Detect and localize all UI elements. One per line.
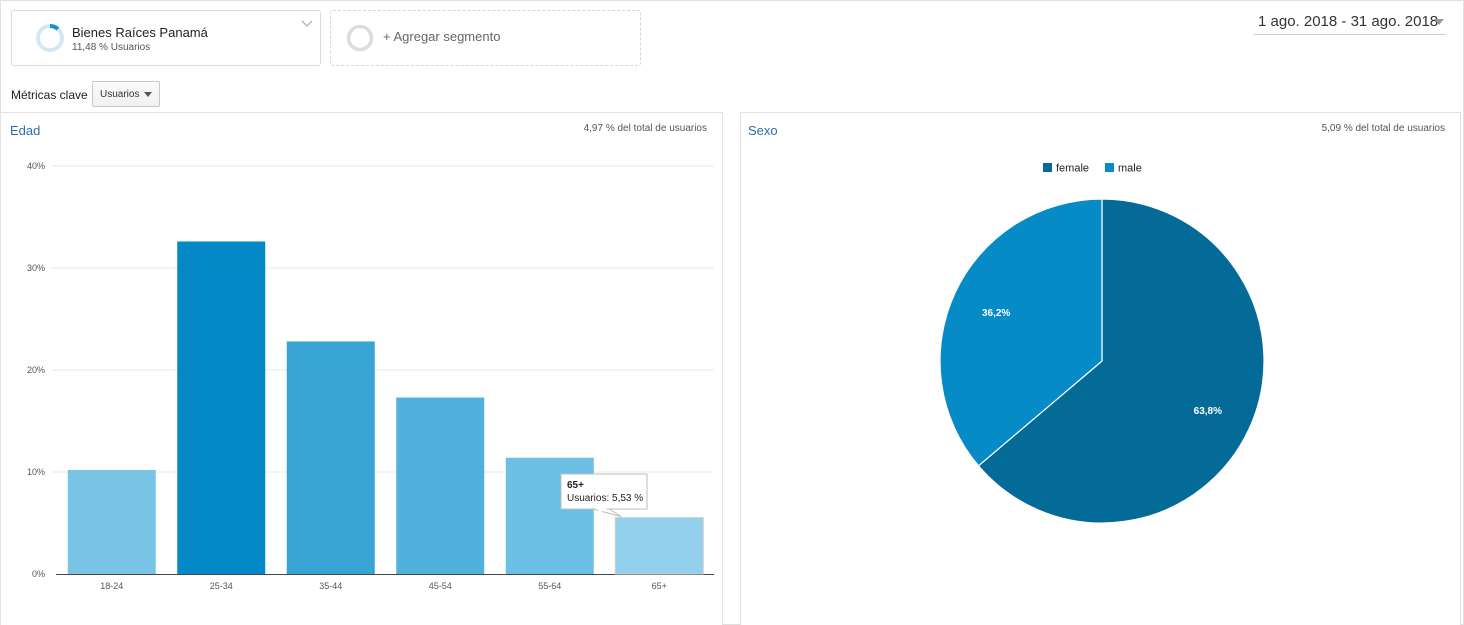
bar-45-54[interactable] bbox=[396, 397, 485, 574]
gender-panel-title[interactable]: Sexo bbox=[748, 123, 778, 138]
segment-ring-icon bbox=[36, 24, 64, 52]
pie-value-label: 63,8% bbox=[1194, 406, 1222, 417]
x-tick-label: 35-44 bbox=[319, 581, 342, 591]
bar-18-24[interactable] bbox=[67, 469, 156, 574]
y-tick-label: 30% bbox=[27, 263, 45, 273]
gender-pie-chart: female male 63,8% 36,2% bbox=[939, 163, 1265, 524]
bar-65+[interactable] bbox=[614, 517, 704, 575]
metric-dropdown[interactable]: Usuarios bbox=[92, 81, 160, 107]
tooltip-value: Usuarios: 5,53 % bbox=[567, 493, 643, 504]
legend-label-female[interactable]: female bbox=[1056, 163, 1089, 175]
add-segment-label: + Agregar segmento bbox=[383, 29, 501, 44]
tooltip-category: 65+ bbox=[567, 480, 584, 491]
metrics-label: Métricas clave bbox=[11, 88, 88, 102]
caret-down-icon bbox=[144, 92, 152, 97]
x-tick-label: 65+ bbox=[652, 581, 667, 591]
date-range-text: 1 ago. 2018 - 31 ago. 2018 bbox=[1258, 13, 1439, 30]
y-tick-label: 40% bbox=[27, 161, 45, 171]
caret-down-icon bbox=[1434, 19, 1444, 25]
pie-slice-female[interactable] bbox=[977, 198, 1265, 524]
gender-panel-note: 5,09 % del total de usuarios bbox=[1321, 123, 1445, 134]
x-tick-label: 25-34 bbox=[210, 581, 233, 591]
x-tick-label: 18-24 bbox=[100, 581, 123, 591]
segment-subtitle: 11,48 % Usuarios bbox=[72, 42, 151, 53]
age-panel-title[interactable]: Edad bbox=[10, 123, 41, 138]
legend-swatch-female bbox=[1043, 163, 1052, 172]
y-tick-label: 10% bbox=[27, 467, 45, 477]
pie-slice-male[interactable] bbox=[939, 198, 1103, 467]
empty-segment-ring-icon bbox=[346, 24, 374, 52]
age-bar-chart: 18-24 25-34 35-44 45-54 55-64 65+ 0% 10% 20% 30%… bbox=[27, 161, 714, 591]
bar-25-34[interactable] bbox=[177, 241, 266, 575]
segment-card-active[interactable]: Bienes Raíces Panamá 11,48 % Usuarios bbox=[11, 10, 321, 66]
pie-value-label: 36,2% bbox=[982, 308, 1010, 319]
age-panel-note: 4,97 % del total de usuarios bbox=[583, 123, 707, 134]
chevron-down-icon[interactable] bbox=[300, 17, 314, 31]
x-tick-label: 55-64 bbox=[538, 581, 561, 591]
metric-dropdown-value: Usuarios bbox=[100, 89, 140, 100]
bar-35-44[interactable] bbox=[286, 341, 375, 574]
gender-panel: Sexo 5,09 % del total de usuarios female… bbox=[740, 112, 1461, 625]
legend-swatch-male bbox=[1105, 163, 1114, 172]
y-tick-label: 20% bbox=[27, 365, 45, 375]
date-range-picker[interactable]: 1 ago. 2018 - 31 ago. 2018 bbox=[1254, 13, 1446, 35]
age-panel: Edad 4,97 % del total de usuarios 18-24 2… bbox=[0, 112, 723, 625]
y-tick-label: 0% bbox=[32, 569, 45, 579]
x-tick-label: 45-54 bbox=[429, 581, 452, 591]
add-segment-button[interactable]: + Agregar segmento bbox=[330, 10, 641, 66]
bar-tooltip: 65+ Usuarios: 5,53 % bbox=[560, 473, 648, 518]
legend-label-male[interactable]: male bbox=[1118, 163, 1142, 175]
segment-name: Bienes Raíces Panamá bbox=[72, 25, 208, 40]
